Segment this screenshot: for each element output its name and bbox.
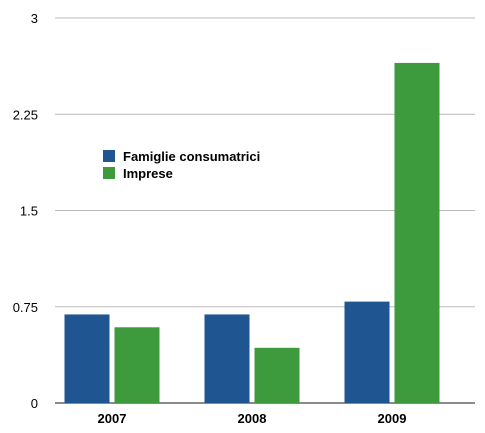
legend-label-imprese: Imprese	[123, 166, 173, 181]
y-tick-label: 3	[31, 11, 38, 26]
legend-swatch-imprese	[103, 167, 115, 179]
legend: Famiglie consumatrici Imprese	[103, 149, 260, 181]
legend-swatch-famiglie	[103, 150, 115, 162]
bar-2009-famiglie	[344, 301, 390, 403]
y-tick-label: 2.25	[13, 107, 38, 122]
y-tick-label: 0.75	[13, 300, 38, 315]
bar-2007-imprese	[114, 327, 160, 403]
legend-label-famiglie: Famiglie consumatrici	[123, 149, 260, 164]
x-axis-category-labels: 2007 2008 2009	[98, 411, 407, 426]
x-category-label: 2008	[238, 411, 267, 426]
x-category-label: 2009	[378, 411, 407, 426]
y-tick-label: 0	[31, 396, 38, 411]
y-tick-label: 1.5	[20, 204, 38, 219]
bar-2008-famiglie	[204, 314, 250, 403]
bar-2008-imprese	[254, 347, 300, 403]
bars	[64, 62, 440, 404]
bar-2007-famiglie	[64, 314, 110, 403]
y-axis-tick-labels: 0 0.75 1.5 2.25 3	[13, 11, 38, 411]
x-category-label: 2007	[98, 411, 127, 426]
bar-2009-imprese	[394, 62, 440, 404]
